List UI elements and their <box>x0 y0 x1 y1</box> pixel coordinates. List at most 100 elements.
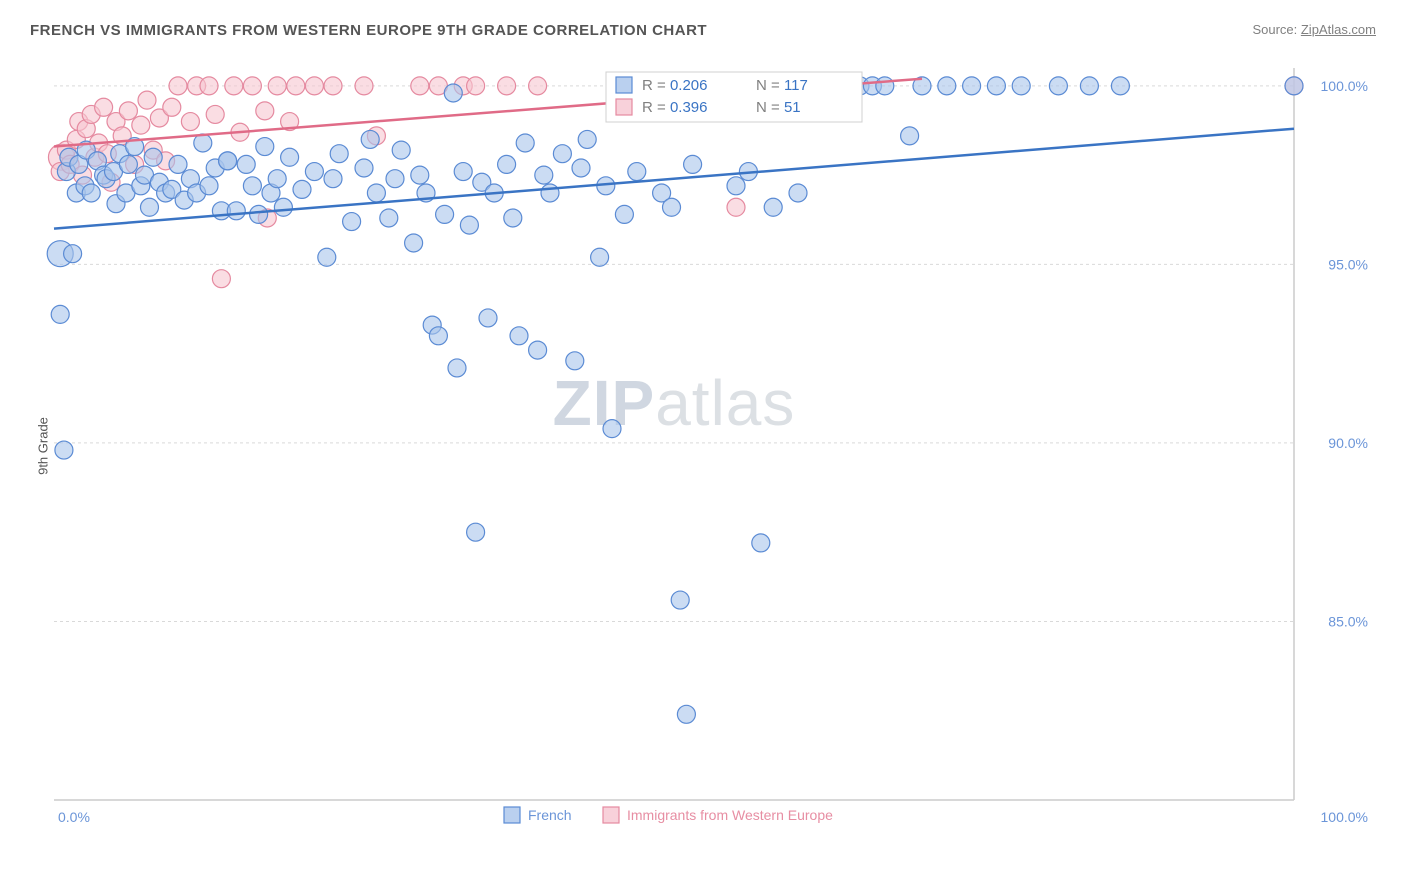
scatter-point-blue <box>318 248 336 266</box>
scatter-point-blue <box>392 141 410 159</box>
scatter-point-blue <box>429 327 447 345</box>
scatter-point-blue <box>281 148 299 166</box>
scatter-point-blue <box>498 155 516 173</box>
scatter-point-blue <box>367 184 385 202</box>
scatter-point-pink <box>305 77 323 95</box>
legend-label: French <box>528 807 572 823</box>
scatter-point-blue <box>752 534 770 552</box>
scatter-point-pink <box>163 98 181 116</box>
scatter-point-pink <box>212 270 230 288</box>
scatter-point-blue <box>663 198 681 216</box>
scatter-point-blue <box>603 420 621 438</box>
scatter-point-pink <box>225 77 243 95</box>
scatter-point-pink <box>324 77 342 95</box>
legend-marker <box>603 807 619 823</box>
scatter-point-pink <box>95 98 113 116</box>
scatter-point-blue <box>566 352 584 370</box>
scatter-point-pink <box>268 77 286 95</box>
y-tick-label: 85.0% <box>1328 613 1368 629</box>
scatter-point-blue <box>987 77 1005 95</box>
scatter-point-blue <box>324 170 342 188</box>
scatter-point-pink <box>200 77 218 95</box>
stats-marker <box>616 77 632 93</box>
scatter-point-blue <box>789 184 807 202</box>
scatter-point-blue <box>227 202 245 220</box>
scatter-point-pink <box>243 77 261 95</box>
scatter-point-blue <box>677 705 695 723</box>
scatter-point-pink <box>138 91 156 109</box>
y-tick-label: 90.0% <box>1328 435 1368 451</box>
scatter-point-blue <box>535 166 553 184</box>
scatter-point-blue <box>343 213 361 231</box>
scatter-point-blue <box>444 84 462 102</box>
scatter-point-pink <box>119 102 137 120</box>
scatter-point-blue <box>454 163 472 181</box>
scatter-point-blue <box>119 155 137 173</box>
scatter-point-blue <box>516 134 534 152</box>
scatter-point-blue <box>380 209 398 227</box>
scatter-point-blue <box>194 134 212 152</box>
scatter-point-blue <box>876 77 894 95</box>
scatter-point-blue <box>361 130 379 148</box>
chart-title: FRENCH VS IMMIGRANTS FROM WESTERN EUROPE… <box>30 22 707 39</box>
scatter-point-blue <box>386 170 404 188</box>
scatter-point-blue <box>901 127 919 145</box>
scatter-point-blue <box>541 184 559 202</box>
scatter-point-blue <box>436 205 454 223</box>
x-tick-label: 0.0% <box>58 809 90 825</box>
scatter-point-blue <box>963 77 981 95</box>
scatter-point-blue <box>591 248 609 266</box>
scatter-point-pink <box>727 198 745 216</box>
stats-n: N = 117 <box>756 77 808 94</box>
source-label: Source: ZipAtlas.com <box>1252 22 1376 37</box>
scatter-point-blue <box>243 177 261 195</box>
scatter-point-pink <box>287 77 305 95</box>
scatter-point-blue <box>250 205 268 223</box>
scatter-point-blue <box>938 77 956 95</box>
plot-area: ZIPatlas85.0%90.0%95.0%100.0%0.0%100.0%R… <box>46 60 1376 830</box>
scatter-point-blue <box>411 166 429 184</box>
scatter-point-blue <box>355 159 373 177</box>
scatter-point-blue <box>572 159 590 177</box>
bottom-legend: French Immigrants from Western Europe <box>504 807 833 823</box>
source-prefix: Source: <box>1252 22 1300 37</box>
scatter-point-blue <box>671 591 689 609</box>
stats-n: N = 51 <box>756 99 801 116</box>
scatter-point-blue <box>467 523 485 541</box>
scatter-point-blue <box>553 145 571 163</box>
scatter-point-blue <box>615 205 633 223</box>
source-link[interactable]: ZipAtlas.com <box>1301 22 1376 37</box>
scatter-point-blue <box>1285 77 1303 95</box>
scatter-point-blue <box>510 327 528 345</box>
legend-label: Immigrants from Western Europe <box>627 807 833 823</box>
scatter-point-pink <box>411 77 429 95</box>
y-tick-label: 95.0% <box>1328 256 1368 272</box>
scatter-point-blue <box>628 163 646 181</box>
scatter-point-blue <box>268 170 286 188</box>
y-tick-label: 100.0% <box>1321 78 1368 94</box>
scatter-point-pink <box>529 77 547 95</box>
scatter-point-blue <box>1012 77 1030 95</box>
stats-legend: R = 0.206N = 117R = 0.396N = 51 <box>606 72 862 122</box>
scatter-chart: ZIPatlas85.0%90.0%95.0%100.0%0.0%100.0%R… <box>46 60 1376 830</box>
scatter-point-blue <box>330 145 348 163</box>
scatter-point-blue <box>305 163 323 181</box>
scatter-point-pink <box>132 116 150 134</box>
scatter-point-blue <box>1111 77 1129 95</box>
scatter-point-pink <box>256 102 274 120</box>
scatter-point-blue <box>448 359 466 377</box>
scatter-point-blue <box>55 441 73 459</box>
scatter-point-blue <box>504 209 522 227</box>
watermark: ZIPatlas <box>553 367 796 439</box>
scatter-point-blue <box>727 177 745 195</box>
scatter-point-blue <box>460 216 478 234</box>
scatter-point-blue <box>51 305 69 323</box>
scatter-point-blue <box>140 198 158 216</box>
scatter-point-blue <box>1080 77 1098 95</box>
stats-marker <box>616 99 632 115</box>
scatter-point-pink <box>169 77 187 95</box>
stats-r: R = 0.206 <box>642 77 707 94</box>
scatter-point-blue <box>405 234 423 252</box>
scatter-point-blue <box>82 184 100 202</box>
scatter-point-blue <box>144 148 162 166</box>
